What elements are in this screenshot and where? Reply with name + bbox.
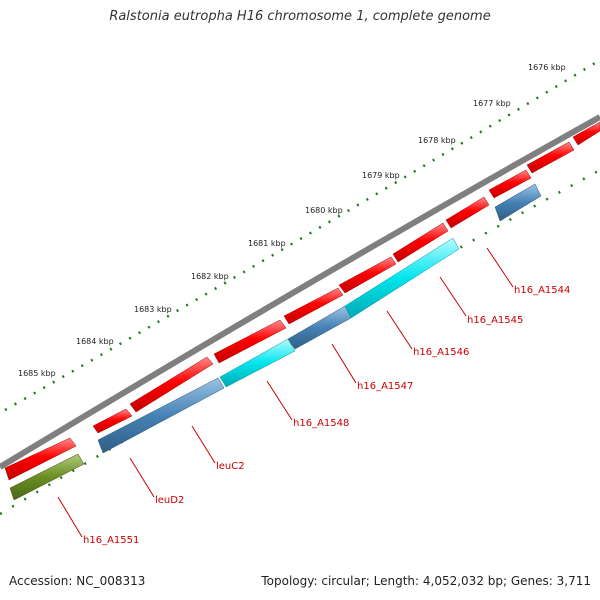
reverse-gene-blue xyxy=(97,377,225,454)
gene-label-h16_A1544: h16_A1544 xyxy=(514,285,570,296)
scale-label-1683: 1683 kbp xyxy=(134,305,172,314)
gene-label-leuC2: leuC2 xyxy=(216,461,245,472)
gene-label-h16_A1548: h16_A1548 xyxy=(293,418,349,429)
reverse-strand-genes xyxy=(9,183,542,501)
scale-label-1682: 1682 kbp xyxy=(191,272,229,281)
reverse-gene-cyan xyxy=(219,338,296,388)
scale-label-1681: 1681 kbp xyxy=(248,239,286,248)
accession-text: Accession: NC_008313 xyxy=(9,574,146,588)
reverse-gene-green xyxy=(9,453,85,501)
reverse-gene-cyan xyxy=(344,237,460,319)
forward-gene xyxy=(213,319,287,364)
forward-gene xyxy=(392,222,449,263)
forward-gene xyxy=(92,408,133,434)
gene-label-leuD2: leuD2 xyxy=(155,495,184,506)
reverse-gene-blue xyxy=(494,183,542,222)
scale-label-1680: 1680 kbp xyxy=(305,206,343,215)
gene-label-h16_A1546: h16_A1546 xyxy=(413,347,469,358)
map-title: Ralstonia eutropha H16 chromosome 1, com… xyxy=(109,9,491,24)
chromosome-backbone xyxy=(0,114,600,470)
genome-summary-text: Topology: circular; Length: 4,052,032 bp… xyxy=(261,574,591,588)
gene-label-h16_A1551: h16_A1551 xyxy=(83,535,139,546)
forward-gene xyxy=(4,437,77,481)
scale-label-1677: 1677 kbp xyxy=(473,99,511,108)
gene-label-h16_A1545: h16_A1545 xyxy=(467,315,523,326)
scale-label-1685: 1685 kbp xyxy=(18,369,56,378)
forward-gene xyxy=(129,356,214,413)
forward-gene xyxy=(338,256,397,294)
forward-gene xyxy=(445,196,490,229)
scale-label-1684: 1684 kbp xyxy=(76,337,114,346)
forward-gene xyxy=(488,169,532,199)
forward-gene xyxy=(572,121,600,146)
forward-gene xyxy=(283,287,344,325)
scale-label-1676: 1676 kbp xyxy=(528,63,566,72)
forward-strand-genes xyxy=(4,121,600,481)
outer-scale-ticks xyxy=(4,58,600,412)
forward-gene xyxy=(526,141,575,174)
gene-label-h16_A1547: h16_A1547 xyxy=(357,381,413,392)
label-leader-lines xyxy=(57,247,514,538)
scale-label-1678: 1678 kbp xyxy=(418,136,456,145)
scale-label-1679: 1679 kbp xyxy=(362,171,400,180)
